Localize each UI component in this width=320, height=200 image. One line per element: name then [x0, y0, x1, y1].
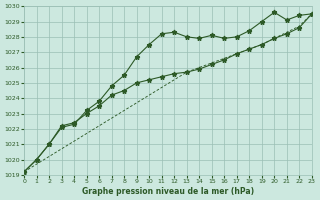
- X-axis label: Graphe pression niveau de la mer (hPa): Graphe pression niveau de la mer (hPa): [82, 187, 254, 196]
